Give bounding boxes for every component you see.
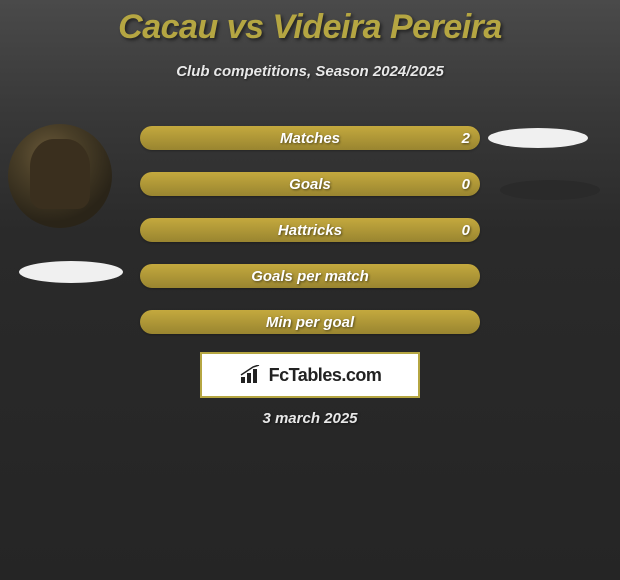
date-text: 3 march 2025 [0, 410, 620, 427]
stat-label: Goals per match [140, 268, 480, 285]
stat-value: 0 [462, 176, 470, 193]
logo-text: FcTables.com [269, 365, 382, 386]
stat-bar-matches: Matches 2 [140, 126, 480, 150]
ellipse-shadow-right-1 [488, 128, 588, 148]
ellipse-shadow-right-2 [500, 180, 600, 200]
stat-bar-goals: Goals 0 [140, 172, 480, 196]
stat-label: Goals [140, 176, 480, 193]
logo-box[interactable]: FcTables.com [200, 352, 420, 398]
stat-value: 0 [462, 222, 470, 239]
stat-bar-hattricks: Hattricks 0 [140, 218, 480, 242]
ellipse-shadow-left [19, 261, 123, 283]
page-title: Cacau vs Videira Pereira [0, 0, 620, 47]
player-avatar-left [8, 124, 112, 228]
stat-label: Hattricks [140, 222, 480, 239]
stat-label: Matches [140, 130, 480, 147]
chart-icon [239, 365, 263, 385]
stats-container: Matches 2 Goals 0 Hattricks 0 Goals per … [140, 126, 480, 356]
stat-value: 2 [462, 130, 470, 147]
stat-bar-min-per-goal: Min per goal [140, 310, 480, 334]
stat-label: Min per goal [140, 314, 480, 331]
stat-bar-goals-per-match: Goals per match [140, 264, 480, 288]
subtitle: Club competitions, Season 2024/2025 [0, 63, 620, 80]
